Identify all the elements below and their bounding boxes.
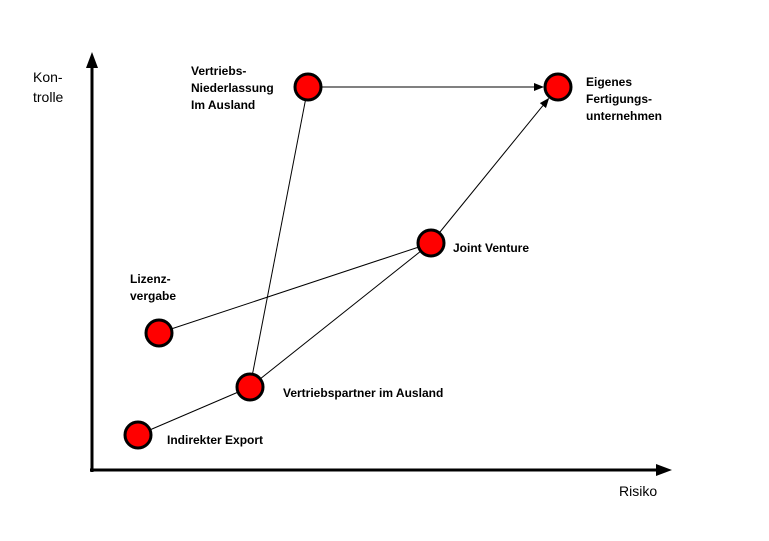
edge-vertriebspartner-to-joint-venture [249, 242, 432, 388]
nodes: Indirekter Export Vertriebspartner im Aus… [123, 64, 662, 450]
node-label-vertriebsniederlassung: Niederlassung [191, 81, 274, 95]
node-label-fertigungsunternehmen: unternehmen [586, 109, 662, 123]
node-lizenzvergabe [144, 318, 174, 348]
node-label-vertriebsniederlassung: Vertriebs- [191, 64, 246, 78]
edge-indirekter-export-to-vertriebspartner [137, 386, 251, 436]
node-fertigungsunternehmen [543, 72, 573, 102]
node-label-fertigungsunternehmen: Fertigungs- [586, 92, 652, 106]
edge-vertriebspartner-to-vertriebsniederlassung [249, 86, 309, 388]
y-axis-label-2: trolle [33, 89, 64, 105]
edge-joint-venture-to-fertigungsunternehmen [430, 97, 550, 244]
node-label-indirekter-export: Indirekter Export [167, 433, 263, 447]
edges [137, 83, 550, 436]
x-axis [90, 464, 672, 476]
y-axis-label-1: Kon- [33, 69, 63, 85]
node-label-vertriebspartner: Vertriebspartner im Ausland [283, 386, 443, 400]
node-indirekter-export [123, 420, 153, 450]
node-label-fertigungsunternehmen: Eigenes [586, 75, 632, 89]
node-vertriebsniederlassung [293, 72, 323, 102]
node-label-lizenzvergabe: Lizenz- [130, 272, 171, 286]
node-vertriebspartner [235, 372, 265, 402]
edge-lizenzvergabe-to-joint-venture [158, 242, 432, 334]
node-label-joint-venture: Joint Venture [453, 241, 529, 255]
node-label-lizenzvergabe: vergabe [130, 289, 176, 303]
x-axis-label: Risiko [619, 483, 657, 499]
node-label-vertriebsniederlassung: Im Ausland [191, 98, 255, 112]
node-joint-venture [416, 228, 446, 258]
y-axis [86, 52, 98, 472]
